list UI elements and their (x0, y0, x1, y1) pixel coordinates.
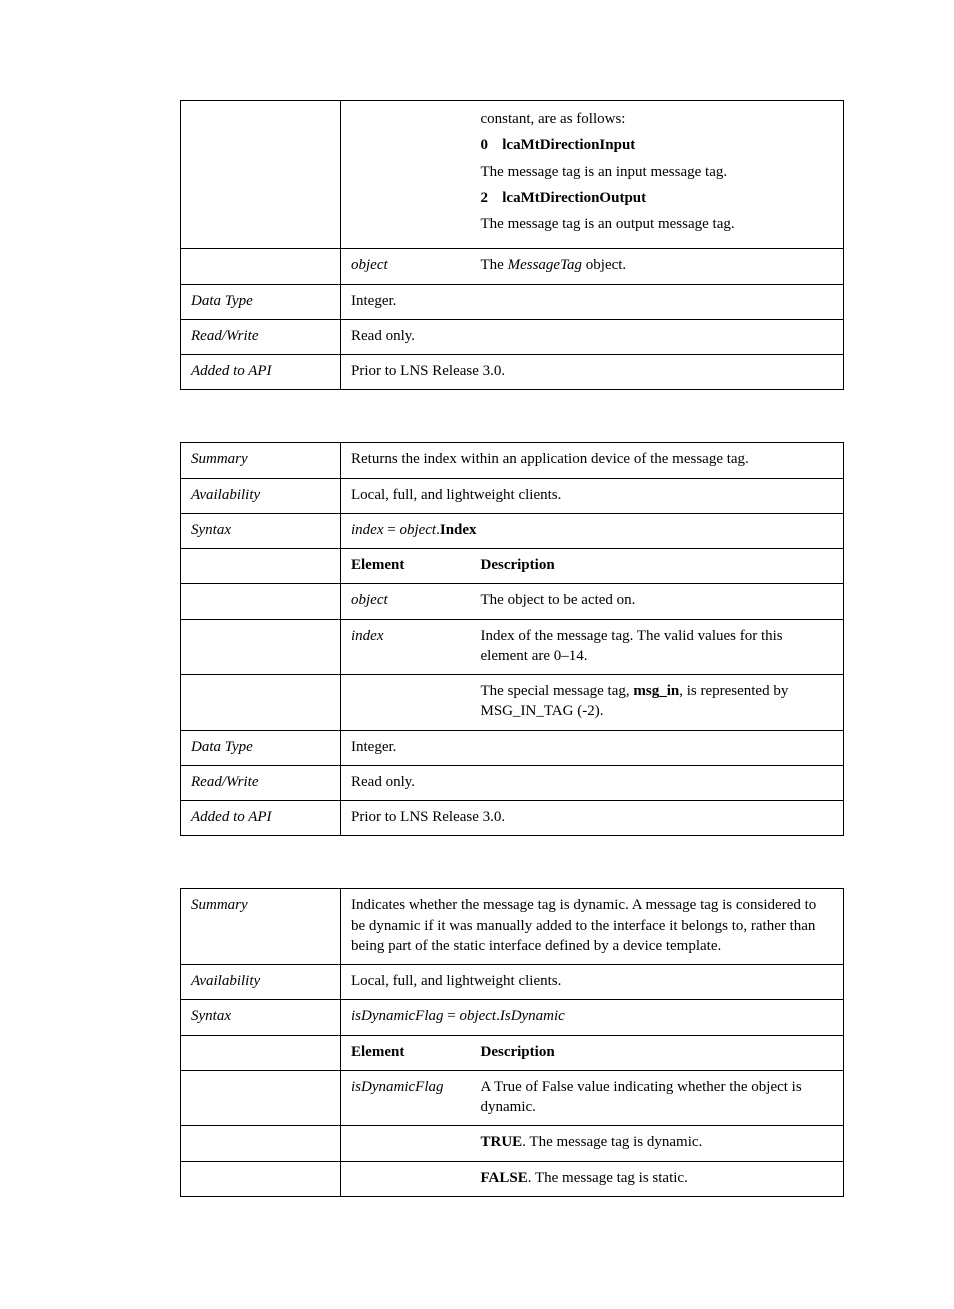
empty-elem-4 (341, 1161, 471, 1196)
false-d: . The message tag is static. (528, 1170, 688, 1186)
empty-label-9 (181, 1126, 341, 1161)
note-pre: The special message tag, (481, 683, 634, 699)
avail-val-3: Local, full, and lightweight clients. (341, 965, 844, 1000)
true-d: . The message tag is dynamic. (522, 1134, 702, 1150)
empty-elem (341, 101, 471, 249)
enum-0-name: lcaMtDirectionInput (502, 137, 635, 153)
hdr-elem-3: Element (341, 1035, 471, 1070)
row-false: FALSE. The message tag is static. (471, 1161, 844, 1196)
datatype-val: Integer. (341, 284, 844, 319)
isdynamic-table: Summary Indicates whether the message ta… (180, 888, 844, 1197)
empty-label-5 (181, 619, 341, 675)
index-table: Summary Returns the index within an appl… (180, 442, 844, 836)
object-desc-pre: The (481, 257, 508, 273)
empty-label-3 (181, 549, 341, 584)
enum-2-num: 2 (481, 188, 499, 208)
summary-val: Returns the index within an application … (341, 443, 844, 478)
syntax-eq-3: = (443, 1008, 459, 1024)
row-flag: isDynamicFlag (341, 1070, 471, 1126)
empty-label-7 (181, 1035, 341, 1070)
syntax-prop: Index (440, 522, 477, 538)
rw-label: Read/Write (181, 319, 341, 354)
page: constant, are as follows: 0 lcaMtDirecti… (0, 0, 954, 1309)
row-object: object (341, 584, 471, 619)
empty-label-10 (181, 1161, 341, 1196)
hdr-desc: Description (471, 549, 844, 584)
syntax-obj-3: object (459, 1008, 496, 1024)
empty-elem-2 (341, 675, 471, 731)
false-b: FALSE (481, 1170, 528, 1186)
datatype-label-2: Data Type (181, 730, 341, 765)
syntax-obj: object (399, 522, 436, 538)
syntax-label: Syntax (181, 513, 341, 548)
row-note: The special message tag, msg_in, is repr… (471, 675, 844, 731)
row-object-desc: The object to be acted on. (471, 584, 844, 619)
summary-label-3: Summary (181, 889, 341, 965)
true-b: TRUE (481, 1134, 523, 1150)
empty-label-6 (181, 675, 341, 731)
avail-val: Local, full, and lightweight clients. (341, 478, 844, 513)
rw-val: Read only. (341, 319, 844, 354)
note-b: msg_in (633, 683, 679, 699)
empty-label-4 (181, 584, 341, 619)
enum-2-name: lcaMtDirectionOutput (502, 190, 646, 206)
enum-0-desc: The message tag is an input message tag. (481, 162, 834, 182)
row-flag-desc: A True of False value indicating whether… (471, 1070, 844, 1126)
syntax-eq: = (383, 522, 399, 538)
row-index-desc: Index of the message tag. The valid valu… (471, 619, 844, 675)
api-val-2: Prior to LNS Release 3.0. (341, 801, 844, 836)
api-label-2: Added to API (181, 801, 341, 836)
object-elem: object (341, 249, 471, 284)
summary-val-3: Indicates whether the message tag is dyn… (341, 889, 844, 965)
syntax-prop-3: IsDynamic (500, 1008, 565, 1024)
avail-label-3: Availability (181, 965, 341, 1000)
avail-label: Availability (181, 478, 341, 513)
object-desc-em: MessageTag (508, 257, 582, 273)
direction-desc: constant, are as follows: 0 lcaMtDirecti… (471, 101, 844, 249)
empty-elem-3 (341, 1126, 471, 1161)
syntax-lhs-3: isDynamicFlag (351, 1008, 443, 1024)
api-label: Added to API (181, 355, 341, 390)
datatype-val-2: Integer. (341, 730, 844, 765)
empty-label-8 (181, 1070, 341, 1126)
empty-label (181, 101, 341, 249)
row-index: index (341, 619, 471, 675)
empty-label-2 (181, 249, 341, 284)
hdr-elem: Element (341, 549, 471, 584)
enum-2-desc: The message tag is an output message tag… (481, 214, 834, 234)
desc-intro: constant, are as follows: (481, 109, 834, 129)
syntax-label-3: Syntax (181, 1000, 341, 1035)
object-desc-post: object. (582, 257, 626, 273)
enum-2: 2 lcaMtDirectionOutput (481, 188, 834, 208)
hdr-desc-3: Description (471, 1035, 844, 1070)
syntax-expr: index = object.Index (341, 513, 844, 548)
enum-0-num: 0 (481, 135, 499, 155)
syntax-lhs: index (351, 522, 383, 538)
row-true: TRUE. The message tag is dynamic. (471, 1126, 844, 1161)
rw-val-2: Read only. (341, 765, 844, 800)
datatype-label: Data Type (181, 284, 341, 319)
summary-label: Summary (181, 443, 341, 478)
api-val: Prior to LNS Release 3.0. (341, 355, 844, 390)
rw-label-2: Read/Write (181, 765, 341, 800)
enum-0: 0 lcaMtDirectionInput (481, 135, 834, 155)
object-desc: The MessageTag object. (471, 249, 844, 284)
syntax-expr-3: isDynamicFlag = object.IsDynamic (341, 1000, 844, 1035)
direction-table: constant, are as follows: 0 lcaMtDirecti… (180, 100, 844, 390)
